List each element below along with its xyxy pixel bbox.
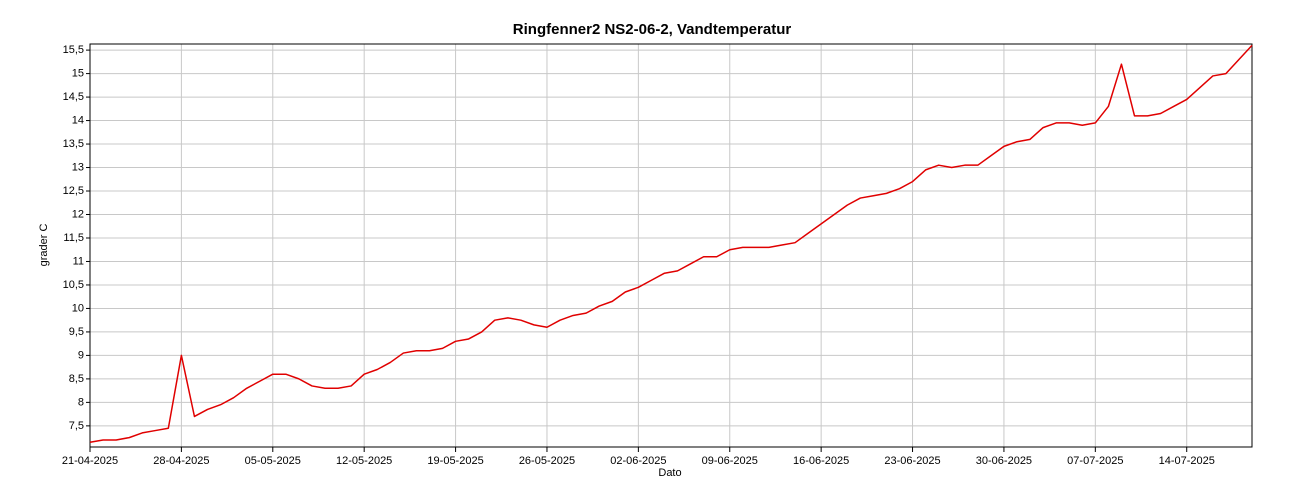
y-tick-label: 15,5 <box>63 44 84 56</box>
y-tick-label: 13 <box>72 161 84 173</box>
y-tick-label: 15 <box>72 67 84 79</box>
x-tick-label: 05-05-2025 <box>245 455 301 467</box>
x-tick-label: 21-04-2025 <box>62 455 118 467</box>
y-tick-label: 13,5 <box>63 138 84 150</box>
x-tick-label: 12-05-2025 <box>336 455 392 467</box>
y-tick-label: 12,5 <box>63 185 84 197</box>
y-tick-label: 8 <box>78 396 84 408</box>
y-tick-label: 10 <box>72 302 84 314</box>
x-tick-label: 14-07-2025 <box>1159 455 1215 467</box>
x-axis-label: Dato <box>658 467 681 479</box>
x-tick-label: 07-07-2025 <box>1067 455 1123 467</box>
x-tick-label: 19-05-2025 <box>427 455 483 467</box>
plot-frame <box>89 43 1253 448</box>
x-tick-label: 23-06-2025 <box>884 455 940 467</box>
x-tick-label: 16-06-2025 <box>793 455 849 467</box>
y-tick-label: 8,5 <box>69 373 84 385</box>
y-axis-label: grader C <box>38 224 50 267</box>
x-tick-label: 28-04-2025 <box>153 455 209 467</box>
x-tick-label: 30-06-2025 <box>976 455 1032 467</box>
y-tick-label: 11 <box>73 255 84 267</box>
y-tick-label: 11,5 <box>63 232 84 244</box>
x-tick-label: 02-06-2025 <box>610 455 666 467</box>
y-tick-label: 14 <box>72 114 84 126</box>
chart-title: Ringfenner2 NS2-06-2, Vandtemperatur <box>513 21 792 38</box>
y-tick-label: 12 <box>72 208 84 220</box>
x-tick-label: 26-05-2025 <box>519 455 575 467</box>
y-tick-label: 14,5 <box>63 91 84 103</box>
y-tick-label: 9,5 <box>69 326 84 338</box>
y-tick-label: 10,5 <box>63 279 84 291</box>
x-tick-label: 09-06-2025 <box>702 455 758 467</box>
y-tick-label: 7,5 <box>69 420 84 432</box>
y-tick-label: 9 <box>78 349 84 361</box>
data-line <box>89 44 1253 444</box>
